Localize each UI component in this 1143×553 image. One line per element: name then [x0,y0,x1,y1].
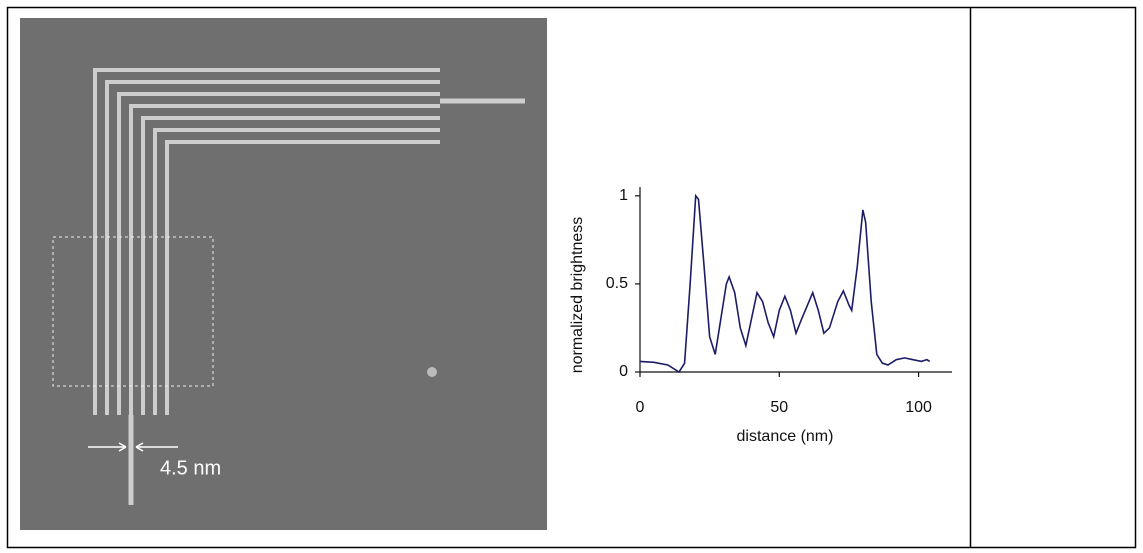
micrograph: 4.5 nm [20,18,547,530]
particle [427,367,437,377]
width-arrows [88,442,178,452]
y-tick-label: 0.5 [606,275,628,292]
x-tick-label: 100 [905,399,932,416]
frame [6,6,1137,549]
plot: distance (nm) normalized brightness 0 0.5… [569,187,952,445]
y-tick-label: 0 [619,363,628,380]
selection-box [52,236,214,387]
nanowires [93,68,525,505]
x-axis-title: distance (nm) [737,428,834,445]
annotation: 4.5 nm [160,457,221,479]
y-tick-label: 1 [619,187,628,204]
y-axis-title: normalized brightness [569,217,586,374]
x-tick-label: 0 [636,399,645,416]
data-line [639,193,931,374]
x-tick-label: 50 [770,399,788,416]
